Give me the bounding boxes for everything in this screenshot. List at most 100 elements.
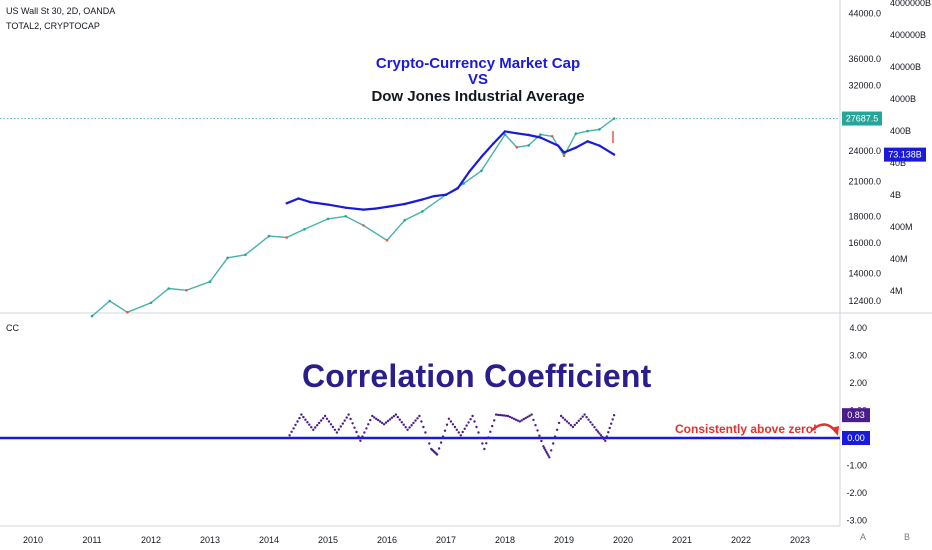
- cc-point: [353, 426, 356, 429]
- cc-point: [439, 441, 443, 444]
- cc-point: [317, 421, 321, 425]
- cc-point: [555, 428, 559, 431]
- cc-point: [475, 425, 478, 429]
- overlay-symbol-legend[interactable]: TOTAL2, CRYPTOCAP: [6, 21, 100, 31]
- time-tick-label: 2015: [318, 535, 338, 545]
- cc-point: [371, 414, 374, 418]
- cc-point: [416, 417, 419, 420]
- dow-point: [344, 215, 348, 218]
- cc-point: [296, 420, 299, 423]
- cc-point: [502, 414, 506, 417]
- cc-point: [579, 417, 582, 420]
- crypto-point: [362, 208, 365, 211]
- cc-point: [378, 420, 382, 423]
- cc-point: [522, 418, 525, 421]
- cc-point: [337, 428, 340, 431]
- cc-tick-label: -1.00: [846, 461, 867, 471]
- cc-point: [602, 437, 605, 441]
- cc-point: [302, 415, 305, 419]
- cc-point: [376, 418, 380, 422]
- cc-point: [420, 420, 423, 423]
- time-tick-label: 2018: [495, 535, 515, 545]
- cc-point: [447, 417, 451, 420]
- cc-point: [508, 415, 512, 419]
- cc-point: [465, 424, 468, 427]
- crypto-series-line: [286, 130, 615, 211]
- cc-point: [593, 426, 596, 429]
- crypto-tick-label: 4B: [890, 190, 901, 200]
- cc-last-badge: [842, 408, 870, 423]
- time-tick-label: 2020: [613, 535, 633, 545]
- cc-point: [612, 414, 616, 417]
- dow-point: [403, 218, 407, 222]
- cc-point: [516, 419, 519, 422]
- dow-point: [149, 301, 153, 305]
- cc-point: [575, 421, 578, 425]
- cc-point: [563, 418, 567, 421]
- crypto-tick-label: 400M: [890, 222, 913, 232]
- cc-point: [394, 413, 398, 416]
- dow-last-badge: [842, 111, 882, 126]
- cc-point: [543, 446, 546, 450]
- title-line-1: Crypto-Currency Market Cap: [375, 55, 581, 72]
- dow-point: [503, 133, 507, 136]
- cc-point: [547, 454, 550, 457]
- cc-point: [386, 419, 390, 423]
- cc-point: [545, 450, 548, 453]
- cc-point: [467, 421, 470, 424]
- cc-tick-label: -2.00: [846, 488, 867, 498]
- cc-point: [542, 445, 545, 448]
- crypto-point: [492, 142, 495, 145]
- cc-point: [310, 426, 313, 429]
- cc-point: [587, 418, 590, 421]
- crypto-point: [385, 205, 389, 209]
- cc-point: [510, 416, 514, 419]
- dow-tick-label: 44000.0: [848, 8, 881, 18]
- cc-point: [445, 423, 449, 426]
- crypto-point: [456, 187, 459, 190]
- cc-point: [380, 421, 384, 425]
- cc-point: [290, 430, 293, 433]
- cc-point: [329, 423, 333, 426]
- cc-tick-label: 3.00: [849, 351, 867, 361]
- cc-point: [369, 418, 372, 422]
- cc-point: [591, 423, 594, 426]
- auto-scale-button[interactable]: A: [860, 532, 867, 542]
- cc-point: [534, 424, 537, 427]
- cc-point: [604, 439, 607, 442]
- cc-point: [524, 416, 527, 420]
- indicator-title: Correlation Coefficient: [302, 358, 652, 394]
- dow-point: [480, 169, 483, 173]
- cc-point: [316, 424, 319, 427]
- dow-point: [612, 117, 616, 120]
- cc-point: [491, 424, 494, 428]
- cc-point: [382, 423, 386, 426]
- cc-point: [355, 430, 358, 434]
- dow-point: [285, 236, 289, 239]
- cc-point: [544, 448, 547, 452]
- cc-point: [321, 417, 325, 420]
- crypto-tick-label: 40B: [890, 158, 906, 168]
- cc-point: [359, 439, 362, 442]
- dow-point: [421, 210, 424, 213]
- cc-point: [471, 414, 474, 418]
- main-symbol-legend[interactable]: US Wall St 30, 2D, OANDA: [6, 6, 116, 16]
- cc-point: [608, 426, 611, 430]
- indicator-legend[interactable]: CC: [6, 323, 19, 333]
- dow-point: [362, 224, 365, 227]
- cc-point: [292, 427, 295, 430]
- cc-point: [441, 435, 445, 438]
- crypto-point: [598, 144, 601, 147]
- time-tick-label: 2012: [141, 535, 161, 545]
- cc-point: [384, 421, 388, 424]
- log-scale-button[interactable]: B: [904, 532, 911, 542]
- cc-point: [408, 426, 411, 429]
- cc-point: [583, 413, 586, 416]
- dow-price-series: [0, 117, 840, 318]
- cc-point: [487, 436, 490, 439]
- dow-point: [326, 217, 330, 221]
- cc-point: [548, 456, 551, 459]
- cc-point: [504, 414, 508, 417]
- crypto-point: [612, 153, 616, 156]
